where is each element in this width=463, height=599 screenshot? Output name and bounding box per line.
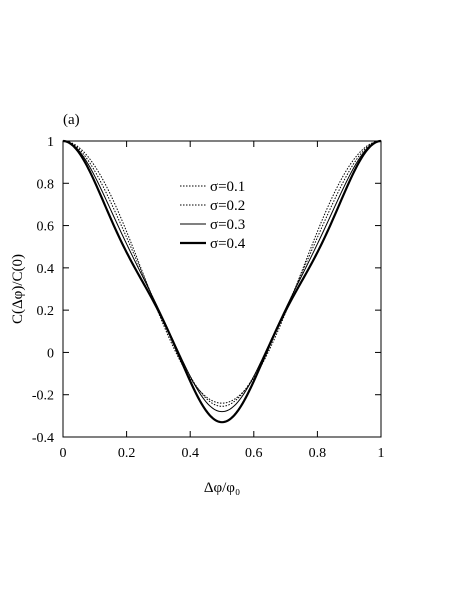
series-line (62, 140, 382, 407)
plot-frame (62, 140, 382, 438)
y-tick-label: 1 (47, 135, 54, 150)
legend-label: σ=0.4 (210, 236, 246, 252)
series-lines (62, 139, 382, 424)
x-axis-label: Δφ/φ₀ (204, 480, 240, 496)
legend: σ=0.1 σ=0.2 σ=0.3 σ=0.4 (180, 179, 246, 252)
series-line (62, 140, 382, 404)
x-ticks: 0 0.2 0.4 0.6 0.8 1 (60, 141, 385, 461)
x-tick-label: 0.8 (309, 446, 327, 461)
x-tick-label: 0 (60, 446, 67, 461)
y-tick-label: 0.2 (37, 304, 55, 319)
y-tick-label: 0 (47, 346, 54, 361)
y-tick-label: 0.6 (37, 220, 55, 235)
series-line (62, 139, 382, 424)
legend-label: σ=0.1 (210, 179, 245, 195)
y-tick-label: -0.2 (32, 389, 54, 404)
y-ticks: -0.4 -0.2 0 0.2 0.4 0.6 0.8 1 (32, 135, 381, 446)
series-line (62, 140, 382, 413)
y-tick-label: -0.4 (32, 431, 54, 446)
x-tick-label: 0.6 (245, 446, 263, 461)
panel-label: (a) (63, 112, 80, 128)
y-tick-label: 0.4 (37, 262, 55, 277)
legend-label: σ=0.3 (210, 217, 245, 233)
legend-label: σ=0.2 (210, 198, 245, 214)
x-tick-label: 0.2 (118, 446, 136, 461)
x-tick-label: 1 (378, 446, 385, 461)
x-tick-label: 0.4 (181, 446, 199, 461)
y-axis-label: C(Δφ)/C(0) (10, 254, 26, 324)
y-tick-label: 0.8 (37, 177, 55, 192)
